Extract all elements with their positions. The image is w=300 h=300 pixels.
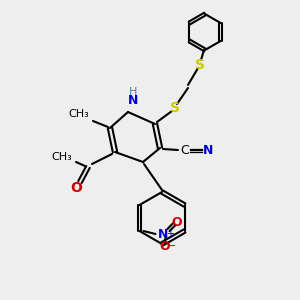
- Text: CH₃: CH₃: [69, 109, 89, 119]
- Text: N: N: [128, 94, 138, 106]
- Text: H: H: [129, 87, 137, 97]
- Text: C: C: [181, 143, 189, 157]
- Text: O: O: [70, 181, 82, 195]
- Text: CH₃: CH₃: [52, 152, 72, 162]
- Text: N: N: [158, 227, 169, 241]
- Text: +: +: [167, 229, 175, 239]
- Text: O: O: [159, 239, 170, 253]
- Text: S: S: [195, 58, 205, 72]
- Text: S: S: [170, 101, 180, 115]
- Text: O: O: [171, 215, 182, 229]
- Text: −: −: [167, 241, 176, 251]
- Text: N: N: [203, 143, 213, 157]
